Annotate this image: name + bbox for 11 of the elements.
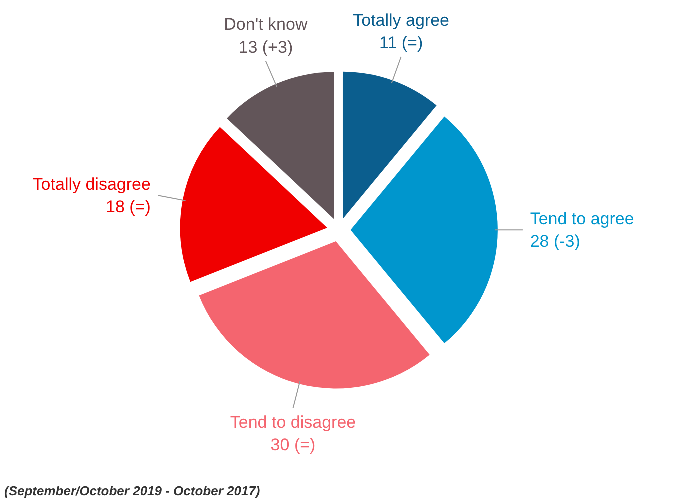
data-label: 11 (=)	[380, 34, 424, 53]
slice-label: Totally agree	[353, 10, 450, 30]
text: (September/October 2019 - October 2017)	[4, 484, 260, 498]
data-label: 13 (+3)	[238, 38, 294, 57]
slice-label: Tend to agree	[530, 209, 634, 228]
data-label: 18 (=)	[106, 198, 151, 217]
slice-label: Totally disagree	[32, 174, 151, 194]
slice-label: Tend to disagree	[230, 412, 356, 432]
data-label: 30 (=)	[270, 436, 316, 455]
data-label: 28 (-3)	[530, 232, 580, 252]
slice-label: Don't know	[224, 15, 308, 34]
